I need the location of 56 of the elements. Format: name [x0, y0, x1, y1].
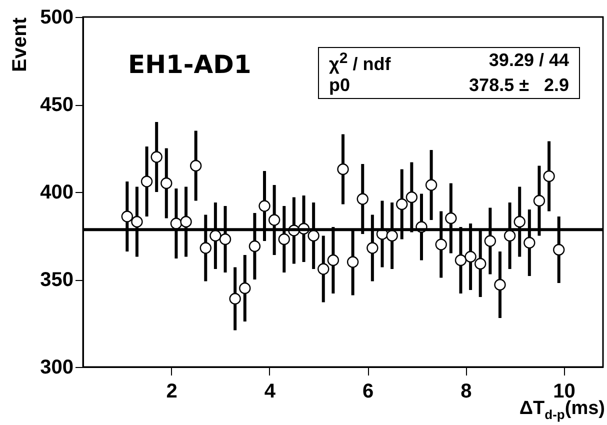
annotation: 378.5 ± 2.9 [468, 75, 569, 96]
point [131, 216, 143, 228]
point [121, 210, 133, 222]
x-tick-label: 6 [362, 380, 374, 402]
annotation: χ$^{2}$ / ndf [329, 50, 392, 75]
point [327, 254, 340, 266]
y-tick-label: 400 [40, 182, 74, 204]
point [366, 242, 378, 254]
point [318, 263, 330, 275]
point [180, 216, 192, 228]
point [356, 193, 368, 205]
point [425, 179, 438, 191]
point [386, 230, 398, 242]
x-tick-label: 8 [460, 380, 472, 402]
point [150, 151, 162, 163]
y-tick-label: 350 [40, 269, 74, 291]
y-axis-title: Event [9, 17, 32, 72]
point [494, 278, 506, 291]
point [474, 258, 486, 270]
point [219, 233, 232, 246]
point [200, 242, 212, 254]
annotation: EH1-AD1 [128, 50, 252, 79]
y-tick-label: 500 [40, 6, 74, 28]
x-tick-label: 2 [166, 380, 178, 402]
point [268, 214, 280, 226]
point [553, 244, 565, 256]
point [454, 254, 467, 266]
point [464, 250, 476, 263]
point [514, 216, 526, 228]
point [229, 292, 241, 305]
point [484, 235, 496, 247]
point [210, 230, 222, 242]
point [160, 177, 172, 190]
x-axis-title: ΔT$_{d-p}$(ms) [519, 398, 605, 422]
annotation: 39.29 / 44 [488, 50, 569, 72]
point [140, 176, 153, 188]
point [258, 200, 270, 212]
point [543, 170, 555, 182]
annotation: p0 [329, 75, 352, 96]
point [190, 160, 202, 172]
point [248, 240, 261, 252]
point [278, 233, 290, 246]
y-tick-label: 450 [40, 94, 74, 116]
point [504, 230, 516, 242]
point [396, 198, 408, 210]
point [308, 230, 320, 242]
point [406, 191, 418, 204]
point [533, 194, 546, 207]
point [445, 212, 457, 224]
point [346, 256, 359, 268]
x-tick-label: 4 [264, 380, 276, 402]
point [435, 238, 447, 250]
point [524, 236, 536, 249]
point [337, 163, 349, 176]
point [239, 282, 251, 294]
y-tick-label: 300 [40, 356, 74, 378]
